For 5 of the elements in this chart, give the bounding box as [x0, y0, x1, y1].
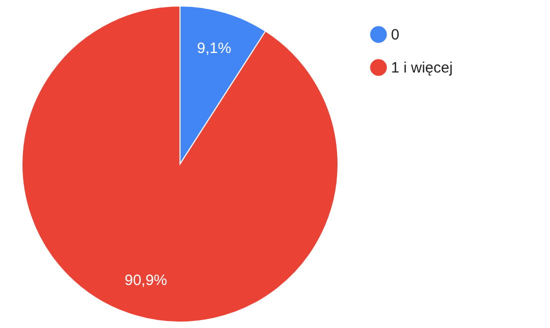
data-label: 90,9% [124, 272, 168, 290]
data-label: 9,1% [197, 40, 232, 57]
pie-slice [22, 6, 338, 322]
legend-label: 0 [391, 26, 400, 44]
legend-label: 1 i więcej [391, 60, 453, 76]
